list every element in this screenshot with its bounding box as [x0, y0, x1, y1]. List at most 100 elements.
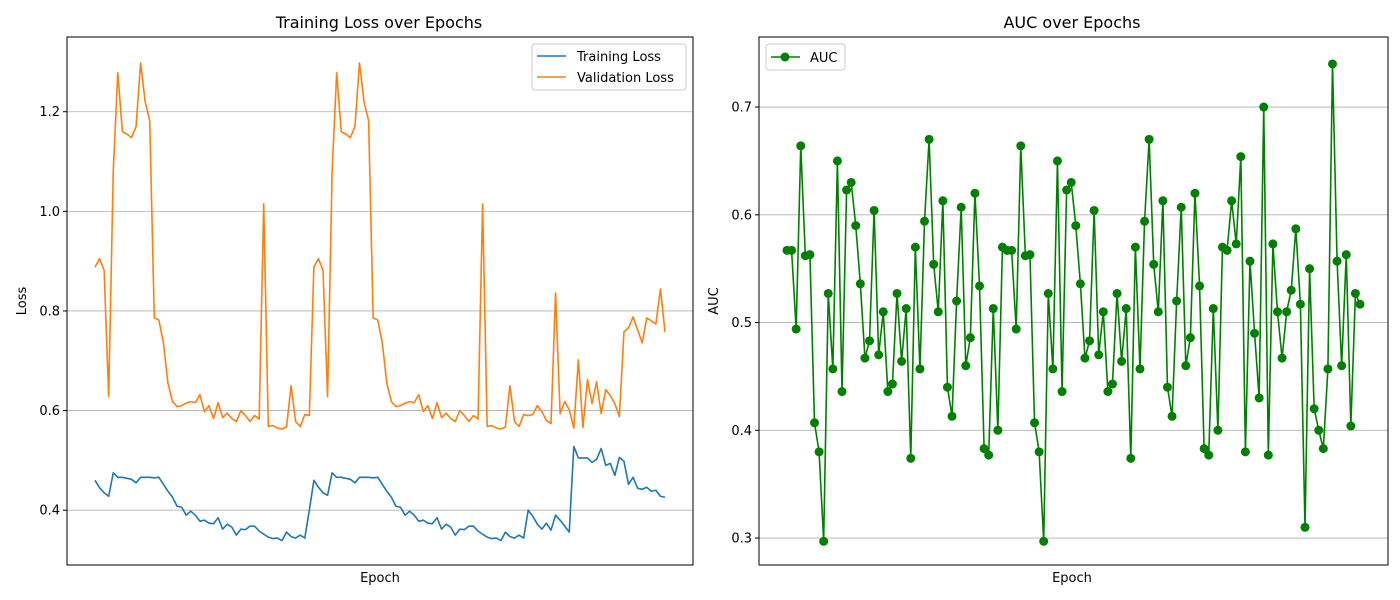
legend-label-auc: AUC — [810, 51, 838, 66]
data-point-auc — [1268, 239, 1278, 249]
data-point-auc — [1043, 288, 1053, 298]
loss-y-tick-label: 0.8 — [39, 304, 60, 319]
data-point-auc — [1259, 102, 1269, 112]
auc-legend-box — [765, 43, 846, 71]
data-point-auc — [805, 250, 815, 260]
auc-series — [782, 59, 1365, 546]
data-point-auc — [846, 177, 856, 187]
loss-series — [94, 62, 666, 542]
data-point-auc — [1126, 453, 1136, 463]
data-point-auc — [1025, 250, 1035, 260]
data-point-auc — [1158, 196, 1168, 206]
data-point-auc — [897, 356, 907, 366]
data-point-auc — [787, 245, 797, 255]
data-point-auc — [975, 281, 985, 291]
auc-panel: AUC over Epochs 0.3 0.4 0.5 0.6 0.7 Epoch AU… — [707, 13, 1389, 586]
auc-y-tick-label: 0.4 — [731, 424, 752, 439]
data-point-auc — [938, 196, 948, 206]
data-point-auc — [814, 447, 824, 457]
data-point-auc — [1323, 364, 1333, 374]
loss-y-tick-label: 0.6 — [39, 404, 60, 419]
data-point-auc — [819, 536, 829, 546]
data-point-auc — [901, 304, 911, 314]
auc-plot-frame — [758, 36, 1389, 566]
data-point-auc — [1337, 361, 1347, 371]
data-point-auc — [851, 221, 861, 231]
data-point-auc — [970, 188, 980, 198]
data-point-auc — [1181, 361, 1191, 371]
data-point-auc — [1231, 239, 1241, 249]
data-point-auc — [1286, 285, 1296, 295]
legend-marker-auc — [780, 52, 790, 62]
loss-y-axis-label: Loss — [15, 287, 30, 316]
data-point-auc — [1167, 411, 1177, 421]
loss-y-tick-label: 1.0 — [39, 205, 60, 220]
data-point-auc — [1305, 264, 1315, 274]
data-point-auc — [1048, 364, 1058, 374]
data-point-auc — [832, 156, 842, 166]
data-point-auc — [1309, 404, 1319, 414]
data-point-auc — [1098, 307, 1108, 317]
data-point-auc — [1149, 259, 1159, 269]
data-point-auc — [823, 288, 833, 298]
data-point-auc — [810, 418, 820, 428]
data-point-auc — [1135, 364, 1145, 374]
data-point-auc — [1222, 245, 1232, 255]
data-point-auc — [1204, 450, 1214, 460]
auc-y-axis-label: AUC — [707, 287, 722, 315]
data-point-auc — [920, 216, 930, 226]
data-point-auc — [1291, 224, 1301, 234]
data-point-auc — [1300, 522, 1310, 532]
auc-legend: AUC — [765, 43, 846, 71]
data-point-auc — [1011, 324, 1021, 334]
data-point-auc — [1350, 288, 1360, 298]
series-line-validation-loss — [94, 62, 666, 430]
data-point-auc — [1107, 379, 1117, 389]
loss-legend: Training Loss Validation Loss — [531, 43, 687, 91]
loss-legend-box — [531, 43, 687, 91]
data-point-auc — [952, 296, 962, 306]
loss-chart-title: Training Loss over Epochs — [275, 13, 483, 32]
data-point-auc — [874, 350, 884, 360]
data-point-auc — [947, 411, 957, 421]
data-point-auc — [1085, 336, 1095, 346]
data-point-auc — [883, 387, 893, 397]
data-point-auc — [1227, 196, 1237, 206]
data-point-auc — [842, 185, 852, 195]
data-point-auc — [1346, 421, 1356, 431]
data-point-auc — [1327, 59, 1337, 69]
auc-grid — [759, 106, 1388, 539]
data-point-auc — [1236, 152, 1246, 162]
data-point-auc — [961, 361, 971, 371]
data-point-auc — [1314, 425, 1324, 435]
data-point-auc — [1272, 307, 1282, 317]
data-point-auc — [878, 307, 888, 317]
legend-label-training-loss: Training Loss — [576, 50, 661, 65]
data-point-auc — [1341, 250, 1351, 260]
data-point-auc — [1103, 387, 1113, 397]
data-point-auc — [1190, 188, 1200, 198]
data-point-auc — [929, 259, 939, 269]
loss-y-tick-label: 0.4 — [39, 504, 60, 519]
data-point-auc — [837, 387, 847, 397]
data-point-auc — [865, 336, 875, 346]
data-point-auc — [993, 425, 1003, 435]
legend-label-validation-loss: Validation Loss — [577, 71, 674, 86]
data-point-auc — [1162, 382, 1172, 392]
data-point-auc — [910, 242, 920, 252]
data-point-auc — [791, 324, 801, 334]
data-point-auc — [1277, 353, 1287, 363]
auc-y-tick-label: 0.6 — [731, 208, 752, 223]
auc-y-ticks: 0.3 0.4 0.5 0.6 0.7 — [731, 101, 759, 547]
data-point-auc — [1075, 279, 1085, 289]
data-point-auc — [984, 450, 994, 460]
data-point-auc — [1007, 245, 1017, 255]
data-point-auc — [1030, 418, 1040, 428]
data-point-auc — [1332, 256, 1342, 266]
data-point-auc — [1263, 450, 1273, 460]
loss-y-ticks: 0.4 0.6 0.8 1.0 1.2 — [39, 105, 67, 519]
auc-y-tick-label: 0.3 — [731, 532, 752, 547]
data-point-auc — [1185, 333, 1195, 343]
data-point-auc — [988, 304, 998, 314]
